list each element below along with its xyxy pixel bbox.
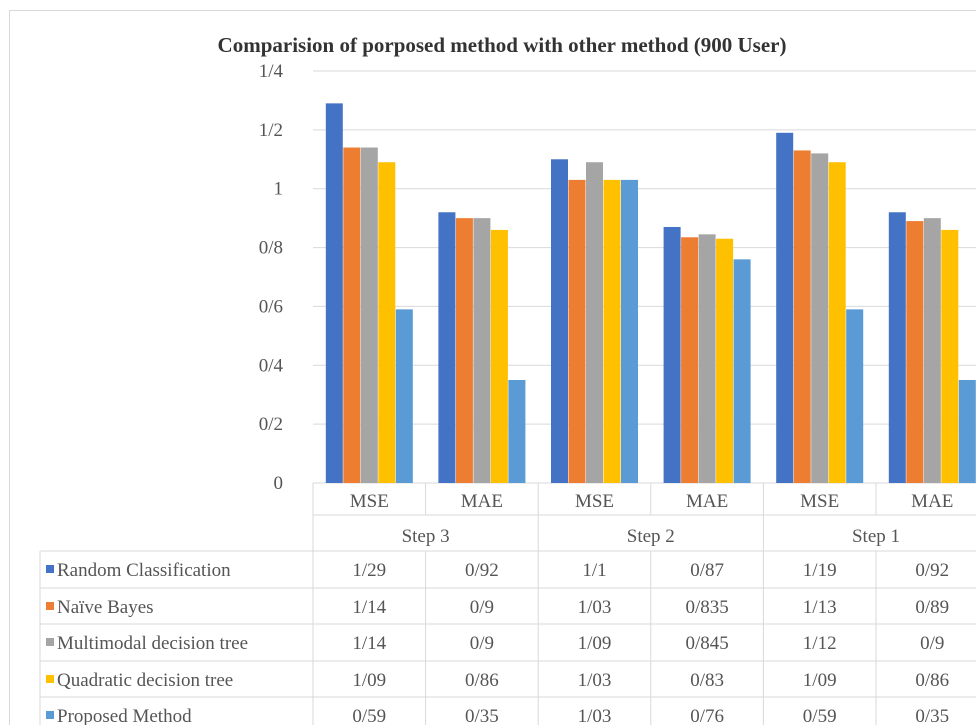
- bar-random-classification-1: [438, 212, 456, 483]
- data-label: 0/9: [470, 597, 494, 618]
- group-label: Step 1: [852, 526, 900, 547]
- legend-label-na-ve-bayes: Naïve Bayes: [57, 597, 154, 618]
- data-label: 1/03: [578, 706, 612, 725]
- data-label: 1/1: [582, 560, 606, 581]
- data-label: 0/87: [690, 560, 724, 581]
- bar-multimodal-decision-tree-0: [360, 147, 378, 483]
- bar-quadratic-decision-tree-2: [603, 179, 621, 483]
- y-tick-label: 0/6: [259, 296, 283, 317]
- bars: [325, 103, 976, 484]
- bar-quadratic-decision-tree-4: [828, 162, 846, 483]
- group-label: Step 3: [402, 526, 450, 547]
- bar-random-classification-4: [776, 132, 794, 484]
- bar-na-ve-bayes-3: [681, 237, 699, 483]
- bar-quadratic-decision-tree-5: [941, 229, 959, 483]
- bar-proposed-method-3: [733, 259, 751, 483]
- x-tick-label: MAE: [461, 491, 503, 512]
- data-label: 0/835: [685, 597, 728, 618]
- legend-label-random-classification: Random Classification: [57, 560, 231, 581]
- gridlines: [313, 70, 976, 484]
- legend-key-na-ve-bayes: [46, 602, 54, 610]
- y-axis: 0 0/2 0/4 0/6 0/8 1 1/2 1/4: [259, 61, 284, 494]
- bar-proposed-method-5: [958, 380, 976, 483]
- bar-na-ve-bayes-0: [343, 147, 361, 483]
- bar-proposed-method-1: [508, 380, 526, 483]
- y-tick-label: 1/2: [259, 120, 283, 141]
- data-label: 1/03: [578, 670, 612, 691]
- data-label: 0/59: [803, 706, 837, 725]
- bar-random-classification-2: [551, 159, 568, 484]
- bar-na-ve-bayes-5: [906, 221, 924, 484]
- data-label: 0/9: [470, 633, 494, 654]
- x-tick-label: MSE: [350, 491, 389, 512]
- legend-label-quadratic-decision-tree: Quadratic decision tree: [57, 670, 233, 691]
- x-tick-label: MAE: [911, 491, 953, 512]
- legend-key-quadratic-decision-tree: [46, 675, 54, 683]
- y-tick-label: 0: [274, 473, 284, 494]
- group-label: Step 2: [627, 526, 675, 547]
- bar-multimodal-decision-tree-3: [698, 234, 716, 483]
- data-label: 1/09: [352, 670, 386, 691]
- data-label: 0/86: [465, 670, 499, 691]
- y-tick-label: 0/2: [259, 414, 283, 435]
- data-label: 0/76: [690, 706, 724, 725]
- bar-proposed-method-0: [395, 309, 413, 483]
- data-label: 1/14: [352, 597, 386, 618]
- bar-random-classification-3: [663, 226, 681, 483]
- data-label: 0/59: [352, 706, 386, 725]
- data-label: 0/92: [915, 560, 949, 581]
- data-label: 0/83: [690, 670, 724, 691]
- legend-key-multimodal-decision-tree: [46, 638, 54, 646]
- x-tick-label: MAE: [686, 491, 728, 512]
- data-label: 1/19: [803, 560, 837, 581]
- data-label: 1/03: [578, 597, 612, 618]
- bar-random-classification-0: [325, 103, 343, 483]
- bar-multimodal-decision-tree-1: [473, 218, 491, 483]
- data-label: 1/14: [352, 633, 386, 654]
- legend-label-proposed-method: Proposed Method: [57, 706, 192, 725]
- legend-label-multimodal-decision-tree: Multimodal decision tree: [57, 633, 248, 654]
- bar-proposed-method-2: [621, 179, 638, 483]
- y-tick-label: 0/4: [259, 355, 284, 376]
- x-tick-label: MSE: [575, 491, 614, 512]
- legend-key-proposed-method: [46, 711, 54, 719]
- y-tick-label: 0/8: [259, 238, 283, 259]
- x-tick-label: MSE: [800, 491, 839, 512]
- bar-na-ve-bayes-4: [793, 150, 811, 483]
- data-label: 1/13: [803, 597, 837, 618]
- bar-proposed-method-4: [846, 309, 864, 483]
- data-label: 1/09: [578, 633, 612, 654]
- y-tick-label: 1/4: [259, 61, 284, 82]
- legend-key-random-classification: [46, 565, 54, 573]
- data-label: 1/09: [803, 670, 837, 691]
- data-label: 0/35: [915, 706, 949, 725]
- bar-quadratic-decision-tree-0: [378, 162, 396, 483]
- bar-na-ve-bayes-2: [568, 179, 586, 483]
- data-label: 1/12: [803, 633, 837, 654]
- data-label: 0/9: [920, 633, 944, 654]
- bar-quadratic-decision-tree-1: [490, 229, 508, 483]
- data-label: 0/92: [465, 560, 499, 581]
- bar-multimodal-decision-tree-2: [586, 162, 603, 483]
- bar-random-classification-5: [888, 212, 906, 483]
- chart-title: Comparision of porposed method with othe…: [218, 33, 787, 57]
- bar-multimodal-decision-tree-4: [811, 153, 829, 483]
- y-tick-label: 1: [274, 179, 284, 200]
- data-label: 1/29: [352, 560, 386, 581]
- data-label: 0/86: [915, 670, 949, 691]
- data-table: MSE MAE MSE MAE MSE MAE Step 3 Step 2 Step 1 Rand…: [39, 483, 976, 725]
- data-label: 0/35: [465, 706, 499, 725]
- bar-multimodal-decision-tree-5: [923, 218, 941, 483]
- bar-na-ve-bayes-1: [455, 218, 473, 483]
- bar-quadratic-decision-tree-3: [716, 238, 734, 483]
- data-label: 0/89: [915, 597, 949, 618]
- data-label: 0/845: [685, 633, 728, 654]
